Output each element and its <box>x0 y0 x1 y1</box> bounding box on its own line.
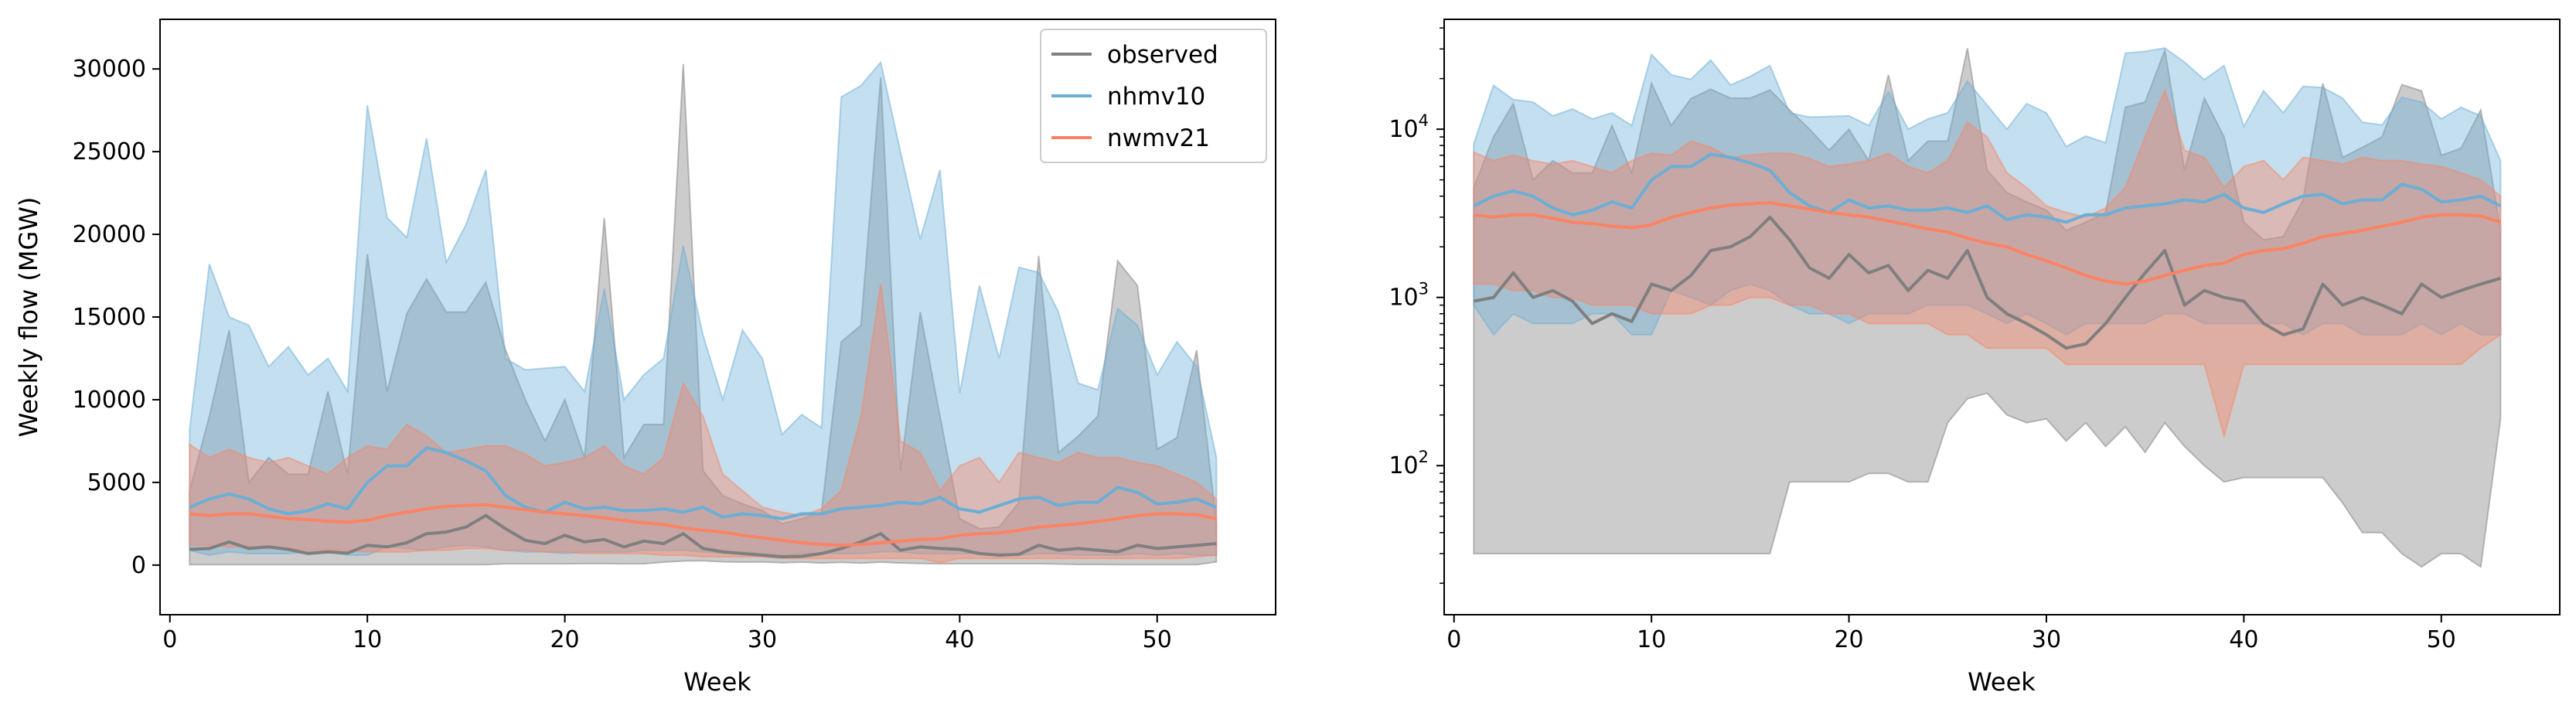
right-mean-lines <box>1473 152 2502 350</box>
right-y-ticks: 102 103 104 <box>1389 27 1444 585</box>
right-line-nwmv21 <box>1474 201 2502 286</box>
legend-box <box>1040 29 1267 163</box>
left-uncertainty-bands <box>189 60 1218 566</box>
right-x-tick-label: 20 <box>1834 626 1863 653</box>
legend-label-observed: observed <box>1107 41 1218 69</box>
right-chart-panel: 102 103 104 0 10 20 30 40 50 Week <box>1389 19 2561 697</box>
left-y-tick-label: 0 <box>131 552 146 579</box>
left-line-nhmv10 <box>189 446 1218 520</box>
right-y-tick-label: 102 <box>1389 448 1429 479</box>
left-x-ticks: 0 10 20 30 40 50 <box>162 615 1172 653</box>
right-band-observed <box>1473 47 2502 568</box>
right-x-tick-label: 30 <box>2032 626 2061 653</box>
right-x-tick-label: 40 <box>2229 626 2258 653</box>
left-line-observed <box>189 513 1217 559</box>
left-band-nwmv21 <box>189 284 1218 564</box>
right-uncertainty-bands <box>1473 47 2502 568</box>
legend-label-nhmv10: nhmv10 <box>1107 83 1205 111</box>
left-y-ticks: 0 5000 10000 15000 20000 25000 30000 <box>73 56 160 579</box>
right-band-nwmv21 <box>1473 88 2502 439</box>
left-x-axis-label: Week <box>683 667 751 697</box>
left-x-tick-label: 30 <box>748 626 777 653</box>
left-x-tick-label: 10 <box>353 626 382 653</box>
right-line-observed <box>1473 215 2501 350</box>
right-x-axis-label: Week <box>1968 667 2036 697</box>
left-y-tick-label: 20000 <box>73 221 146 248</box>
right-y-tick-label: 103 <box>1389 280 1429 312</box>
left-y-tick-label: 5000 <box>87 469 146 496</box>
left-x-tick-label: 20 <box>550 626 579 653</box>
left-band-observed <box>189 63 1218 566</box>
right-x-ticks: 0 10 20 30 40 50 <box>1446 615 2456 653</box>
left-line-nwmv21 <box>189 503 1217 547</box>
right-y-tick-label: 104 <box>1389 111 1429 143</box>
right-plot-frame <box>1443 19 2561 615</box>
right-x-tick-label: 10 <box>1637 626 1666 653</box>
right-line-nhmv10 <box>1473 152 2502 224</box>
left-chart-panel: 0 5000 10000 15000 20000 25000 30000 0 10 20 30 40… <box>14 19 1276 697</box>
left-y-tick-label: 30000 <box>73 56 146 83</box>
left-x-tick-label: 50 <box>1143 626 1172 653</box>
left-y-tick-label: 15000 <box>73 304 146 331</box>
legend-label-nwmv21: nwmv21 <box>1107 124 1210 152</box>
left-y-tick-label: 25000 <box>73 138 146 165</box>
left-x-tick-label: 40 <box>945 626 974 653</box>
right-x-tick-label: 50 <box>2427 626 2456 653</box>
left-x-tick-label: 0 <box>162 626 177 653</box>
legend: observed nhmv10 nwmv21 <box>1040 29 1267 163</box>
left-mean-lines <box>189 446 1218 559</box>
left-y-axis-label: Weekly flow (MGW) <box>14 197 43 438</box>
left-y-tick-label: 10000 <box>73 387 146 414</box>
right-x-tick-label: 0 <box>1446 626 1461 653</box>
